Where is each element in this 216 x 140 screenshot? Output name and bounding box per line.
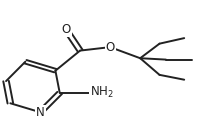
Text: N: N	[36, 106, 45, 119]
Text: O: O	[106, 41, 115, 54]
Text: O: O	[62, 23, 71, 36]
Text: NH$_2$: NH$_2$	[90, 85, 114, 100]
